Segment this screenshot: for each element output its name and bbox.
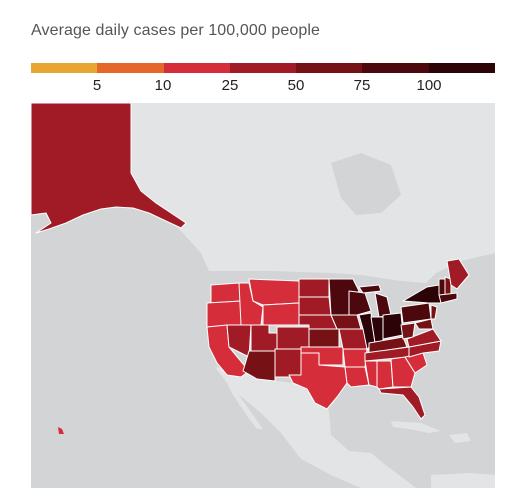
cuba-island (391, 421, 441, 433)
state-colorado (276, 326, 310, 350)
baja-california (225, 371, 263, 429)
legend-labels: 5 10 25 50 75 100 (31, 77, 495, 97)
state-wisconsin (348, 290, 372, 316)
state-arkansas (342, 348, 368, 368)
legend-swatch-6 (428, 63, 495, 73)
legend-swatch-4 (296, 63, 363, 73)
greenland (411, 103, 495, 233)
state-montana (248, 278, 300, 306)
legend-swatch-2 (163, 63, 230, 73)
mexico-land (215, 367, 416, 488)
state-maryland (414, 318, 434, 330)
state-new-york (402, 284, 442, 304)
state-maine (446, 258, 470, 290)
legend-label-10: 10 (154, 77, 172, 94)
color-legend (31, 63, 495, 73)
legend-label-75: 75 (353, 77, 371, 94)
state-new-mexico (274, 348, 302, 378)
state-north-dakota (298, 278, 330, 298)
state-georgia (390, 356, 416, 388)
map-title: Average daily cases per 100,000 people (31, 22, 321, 39)
baffin-island (361, 103, 409, 148)
legend-swatch-1 (97, 63, 164, 73)
south-america-land (431, 473, 495, 488)
state-oregon (206, 300, 242, 328)
state-west-virginia (400, 322, 416, 340)
legend-label-25: 25 (221, 77, 239, 94)
state-virginia (406, 328, 442, 348)
state-south-dakota (298, 296, 332, 316)
legend-label-5: 5 (92, 77, 102, 94)
state-new-jersey (430, 304, 438, 320)
choropleth-map (31, 103, 495, 488)
legend-swatch-5 (362, 63, 429, 73)
state-ohio (382, 312, 404, 340)
state-louisiana (344, 366, 370, 388)
state-washington (210, 282, 242, 304)
state-utah (250, 324, 278, 352)
state-massachusetts (438, 292, 458, 304)
legend-label-100: 100 (416, 77, 442, 94)
hudson-bay (331, 153, 401, 215)
canada-land (131, 103, 495, 283)
state-alaska (31, 103, 187, 234)
state-hawaii (58, 427, 64, 434)
state-kansas (308, 328, 340, 348)
map-svg (31, 103, 495, 488)
state-alabama (376, 360, 394, 390)
hispaniola-island (449, 433, 471, 443)
state-vermont (438, 278, 446, 296)
state-texas (288, 352, 348, 410)
arctic-island (181, 103, 231, 121)
state-arizona (242, 350, 276, 382)
legend-swatch-0 (31, 63, 98, 73)
legend-swatch-3 (229, 63, 297, 73)
state-michigan (374, 292, 392, 318)
legend-label-50: 50 (287, 77, 305, 94)
state-florida (378, 386, 426, 420)
state-wyoming (262, 302, 300, 326)
michigan-upper (358, 284, 382, 294)
